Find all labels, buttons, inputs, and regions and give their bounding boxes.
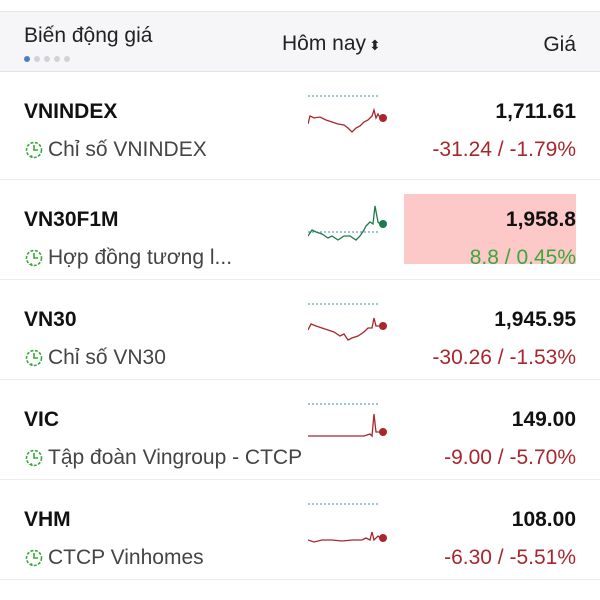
header-title: Biến động giá	[24, 24, 153, 47]
price-box: 1,958.8 8.8 / 0.45%	[404, 194, 576, 269]
stock-name-text: Chỉ số VN30	[48, 346, 166, 369]
page-indicator	[24, 56, 70, 62]
sparkline-endpoint	[379, 534, 387, 542]
stock-change: -9.00 / -5.70%	[444, 446, 576, 469]
stock-row[interactable]: VNINDEX Chỉ số VNINDEX 1,711.61 -31.24 /…	[0, 72, 600, 180]
sort-icon: ⬍	[369, 37, 381, 53]
stock-symbol: VIC	[24, 408, 60, 431]
price-column-header: Giá	[543, 33, 576, 56]
sparkline-endpoint	[379, 322, 387, 330]
stock-name: Hợp đồng tương l...	[24, 246, 232, 270]
page-dot[interactable]	[34, 56, 40, 62]
stock-change: 8.8 / 0.45%	[469, 246, 576, 269]
page-dot[interactable]	[54, 56, 60, 62]
sparkline-endpoint	[379, 220, 387, 228]
price-box: 149.00 -9.00 / -5.70%	[316, 394, 576, 469]
stock-name: Tập đoàn Vingroup - CTCP	[24, 446, 302, 470]
sparkline	[308, 413, 380, 438]
sparkline-chart	[308, 205, 387, 241]
period-sort-button[interactable]: Hôm nay ⬍	[282, 32, 381, 56]
stock-change: -6.30 / -5.51%	[444, 546, 576, 569]
stock-row[interactable]: VHM CTCP Vinhomes 108.00 -6.30 / -5.51%	[0, 480, 600, 580]
clock-icon	[25, 549, 43, 567]
period-label: Hôm nay	[282, 32, 367, 55]
stock-row[interactable]: VIC Tập đoàn Vingroup - CTCP 149.00 -9.0…	[0, 380, 600, 480]
stock-price: 1,945.95	[494, 308, 576, 331]
clock-icon	[25, 349, 43, 367]
stock-name-text: CTCP Vinhomes	[48, 546, 204, 569]
stock-symbol: VHM	[24, 508, 71, 531]
stock-symbol: VNINDEX	[24, 100, 118, 123]
top-band	[0, 0, 600, 12]
stock-row[interactable]: VN30 Chỉ số VN30 1,945.95 -30.26 / -1.53…	[0, 280, 600, 380]
price-box: 108.00 -6.30 / -5.51%	[316, 494, 576, 569]
stock-change: -30.26 / -1.53%	[432, 346, 576, 369]
sparkline-chart	[308, 403, 387, 438]
stock-row[interactable]: VN30F1M Hợp đồng tương l... 1,958.8 8.8 …	[0, 180, 600, 280]
stock-price: 108.00	[511, 508, 576, 531]
sparkline	[308, 531, 381, 543]
stock-name: CTCP Vinhomes	[24, 546, 204, 570]
sparkline-chart	[308, 303, 387, 341]
stock-name-text: Chỉ số VNINDEX	[48, 138, 207, 161]
sparkline-chart	[308, 503, 387, 543]
sparkline-endpoint	[379, 428, 387, 436]
clock-icon	[25, 141, 43, 159]
stock-name: Chỉ số VNINDEX	[24, 138, 207, 162]
price-box: 1,711.61 -31.24 / -1.79%	[316, 86, 576, 161]
stock-name-text: Tập đoàn Vingroup - CTCP	[48, 446, 303, 469]
stock-price: 1,711.61	[495, 100, 576, 123]
stock-price: 149.00	[511, 408, 576, 431]
sparkline	[308, 317, 380, 341]
sparkline	[308, 107, 381, 133]
sparkline	[308, 205, 381, 241]
price-box: 1,945.95 -30.26 / -1.53%	[316, 294, 576, 369]
stock-price: 1,958.8	[505, 208, 576, 231]
stock-name-text: Hợp đồng tương l...	[48, 246, 233, 269]
page-dot[interactable]	[44, 56, 50, 62]
stock-symbol: VN30F1M	[24, 208, 119, 231]
page-dot[interactable]	[24, 56, 30, 62]
stock-symbol: VN30	[24, 308, 77, 331]
sparkline-chart	[308, 95, 387, 133]
sparkline-endpoint	[379, 114, 387, 122]
clock-icon	[25, 249, 43, 267]
stock-name: Chỉ số VN30	[24, 346, 166, 370]
page-dot[interactable]	[64, 56, 70, 62]
stock-change: -31.24 / -1.79%	[432, 138, 576, 161]
list-header: Biến động giá Hôm nay ⬍ Giá	[0, 12, 600, 72]
clock-icon	[25, 449, 43, 467]
